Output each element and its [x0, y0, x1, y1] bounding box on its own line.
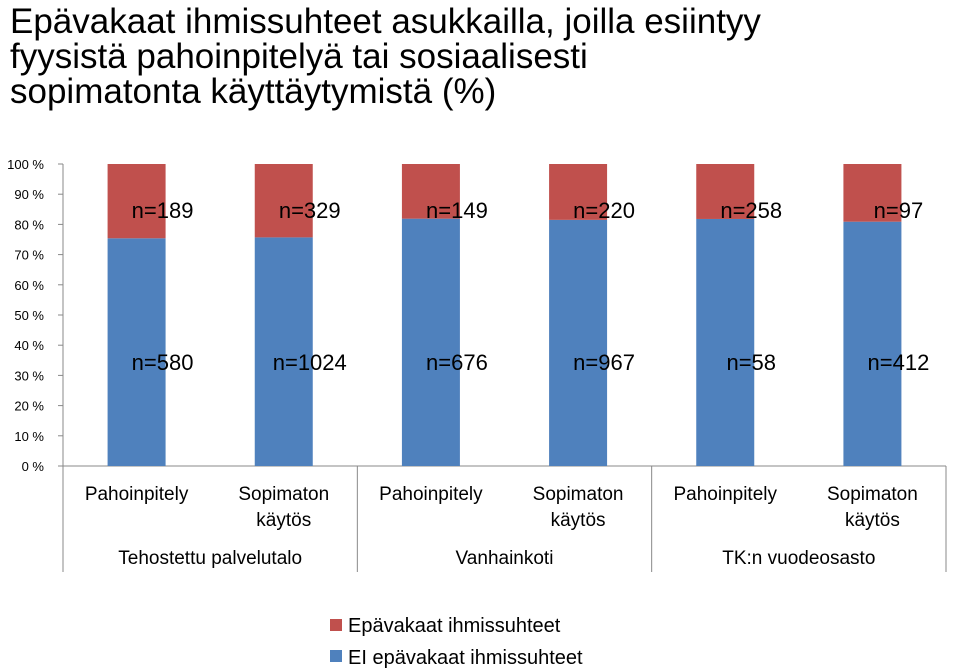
y-tick-label: 30 %	[14, 368, 44, 383]
group-label: Vanhainkoti	[456, 548, 554, 569]
bar-segment-epavakaat	[696, 164, 755, 219]
y-tick-label: 50 %	[14, 308, 44, 323]
y-tick-label: 40 %	[14, 338, 44, 353]
category-label: Pahoinpitely	[673, 484, 777, 505]
bar-segment-epavakaat	[843, 164, 902, 222]
n-label-ei-epavakaat: n=967	[573, 350, 635, 375]
category-label: Pahoinpitely	[85, 484, 189, 505]
n-label-ei-epavakaat: n=676	[426, 350, 488, 375]
bar-segment-ei-epavakaat	[843, 221, 902, 466]
group-label: Tehostettu palvelutalo	[118, 548, 302, 569]
y-tick-label: 60 %	[14, 278, 44, 293]
title-line-1: Epävakaat ihmissuhteet asukkailla, joill…	[10, 2, 761, 41]
y-tick-label: 0 %	[22, 459, 45, 474]
y-tick-label: 10 %	[14, 429, 44, 444]
title-line-2: fyysistä pahoinpitelyä tai sosiaalisesti	[10, 37, 588, 76]
bar-segment-ei-epavakaat	[401, 218, 460, 466]
n-label-epavakaat: n=149	[426, 198, 488, 223]
n-label-epavakaat: n=220	[573, 198, 635, 223]
bar-segment-ei-epavakaat	[549, 219, 608, 466]
title-line-3: sopimatonta käyttäytymistä (%)	[10, 72, 497, 111]
category-label: Pahoinpitely	[379, 484, 483, 505]
category-label: Sopimaton	[827, 484, 918, 505]
n-label-epavakaat: n=97	[874, 198, 924, 223]
y-tick-label: 70 %	[14, 248, 44, 263]
bar-segment-epavakaat	[549, 164, 608, 220]
category-label: Sopimaton	[533, 484, 624, 505]
bar-segment-ei-epavakaat	[696, 218, 755, 466]
y-tick-label: 80 %	[14, 217, 44, 232]
n-label-epavakaat: n=189	[132, 198, 194, 223]
n-label-epavakaat: n=258	[720, 198, 782, 223]
category-label: käytös	[256, 510, 311, 531]
n-label-ei-epavakaat: n=412	[868, 350, 930, 375]
bar-segment-epavakaat	[107, 164, 166, 239]
y-tick-label: 90 %	[14, 187, 44, 202]
chart-title: Epävakaat ihmissuhteet asukkailla, joill…	[10, 4, 950, 109]
category-label: käytös	[845, 510, 900, 531]
n-label-ei-epavakaat: n=1024	[273, 350, 347, 375]
legend-label-ei-epavakaat: EI epävakaat ihmissuhteet	[348, 647, 583, 669]
legend-label-epavakaat: Epävakaat ihmissuhteet	[348, 615, 561, 637]
category-label: Sopimaton	[238, 484, 329, 505]
bar-segment-ei-epavakaat	[107, 238, 166, 466]
group-label: TK:n vuodeosasto	[722, 548, 875, 569]
y-tick-label: 20 %	[14, 399, 44, 414]
n-label-ei-epavakaat: n=580	[132, 350, 194, 375]
legend-swatch-epavakaat	[330, 619, 342, 631]
bar-segment-epavakaat	[401, 164, 460, 219]
y-tick-label: 100 %	[7, 157, 44, 172]
bar-segment-ei-epavakaat	[254, 237, 313, 466]
category-label: käytös	[551, 510, 606, 531]
n-label-epavakaat: n=329	[279, 198, 341, 223]
n-label-ei-epavakaat: n=58	[726, 350, 776, 375]
legend-swatch-ei-epavakaat	[330, 650, 342, 662]
bar-segment-epavakaat	[254, 164, 313, 238]
